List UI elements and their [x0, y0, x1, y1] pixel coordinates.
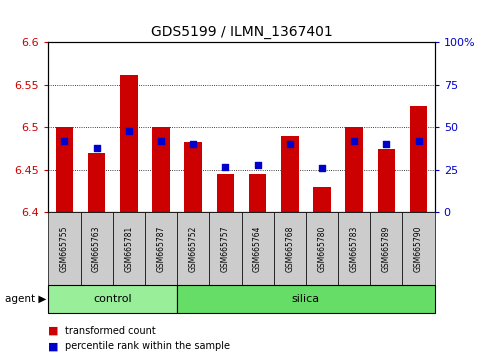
Text: percentile rank within the sample: percentile rank within the sample [65, 341, 230, 351]
Bar [313, 187, 331, 212]
Text: GSM665787: GSM665787 [156, 225, 166, 272]
Bar [152, 127, 170, 212]
Point [286, 142, 294, 147]
Bar [56, 127, 73, 212]
Title: GDS5199 / ILMN_1367401: GDS5199 / ILMN_1367401 [151, 25, 332, 39]
Bar [120, 75, 138, 212]
Point [222, 164, 229, 169]
Text: GSM665790: GSM665790 [414, 225, 423, 272]
Point [157, 138, 165, 144]
Point [93, 145, 100, 151]
Text: ■: ■ [48, 326, 59, 336]
Text: GSM665780: GSM665780 [317, 225, 327, 272]
Text: GSM665764: GSM665764 [253, 225, 262, 272]
Text: GSM665757: GSM665757 [221, 225, 230, 272]
Bar [281, 136, 298, 212]
Text: GSM665755: GSM665755 [60, 225, 69, 272]
Text: control: control [93, 294, 132, 304]
Point [383, 142, 390, 147]
Text: GSM665783: GSM665783 [350, 225, 359, 272]
Point [254, 162, 261, 168]
Text: silica: silica [292, 294, 320, 304]
Point [415, 138, 423, 144]
Point [189, 142, 197, 147]
Text: GSM665789: GSM665789 [382, 225, 391, 272]
Bar [216, 174, 234, 212]
Bar [410, 106, 427, 212]
Text: GSM665768: GSM665768 [285, 225, 294, 272]
Text: transformed count: transformed count [65, 326, 156, 336]
Bar [185, 142, 202, 212]
Text: GSM665763: GSM665763 [92, 225, 101, 272]
Text: GSM665781: GSM665781 [124, 225, 133, 272]
Bar [88, 153, 105, 212]
Text: ■: ■ [48, 341, 59, 351]
Point [350, 138, 358, 144]
Bar [378, 149, 395, 212]
Bar [249, 174, 267, 212]
Point [60, 138, 68, 144]
Bar [345, 127, 363, 212]
Point [125, 128, 133, 134]
Point [318, 165, 326, 171]
Text: agent ▶: agent ▶ [4, 294, 46, 304]
Text: GSM665752: GSM665752 [189, 225, 198, 272]
